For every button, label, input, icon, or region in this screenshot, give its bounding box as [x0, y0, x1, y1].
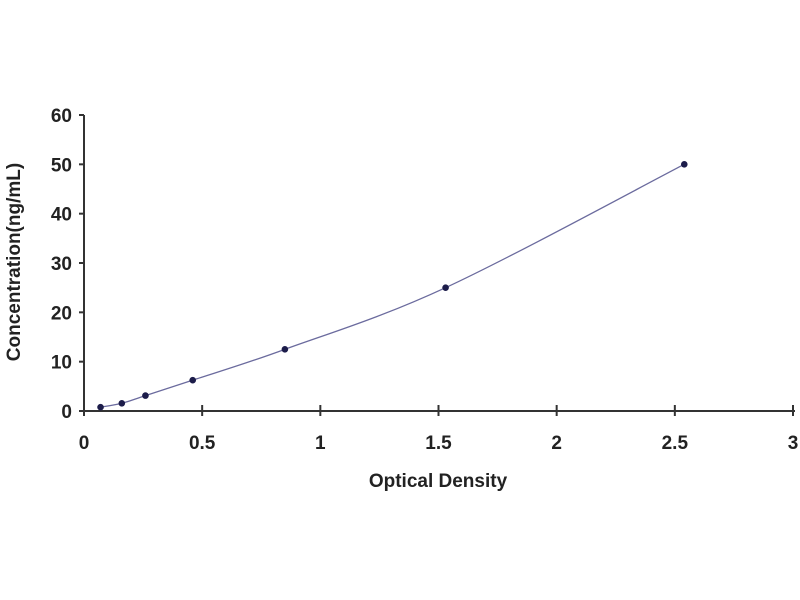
x-tick-label: 1.5: [425, 433, 452, 454]
axes: [79, 114, 795, 416]
y-tick-label: 40: [51, 205, 72, 226]
data-point: [118, 400, 126, 407]
fit-curve: [100, 163, 685, 408]
y-axis-label: Concentration(ng/mL): [4, 163, 25, 361]
y-tick-label: 10: [51, 353, 72, 374]
data-point: [189, 376, 197, 384]
x-tick-label: 0: [79, 433, 90, 454]
x-tick-label: 0.5: [189, 433, 216, 454]
x-axis-label: Optical Density: [369, 471, 508, 492]
data-points: [97, 161, 688, 411]
x-tick-label: 2: [551, 433, 562, 454]
y-tick-label: 20: [51, 303, 72, 324]
x-tick-label: 3: [788, 433, 799, 454]
data-point: [281, 346, 289, 353]
data-point: [97, 403, 104, 411]
data-point: [680, 161, 688, 168]
y-tick-label: 50: [51, 155, 72, 176]
x-tick-label: 2.5: [662, 433, 689, 454]
data-point: [142, 392, 149, 399]
y-tick-label: 60: [51, 106, 72, 127]
y-tick-label: 0: [61, 402, 72, 423]
y-tick-label: 30: [51, 254, 72, 275]
tick-labels: 0 10 20 30 40 50 60 0 0.5 1 1.5 2 2.5 3: [51, 106, 798, 454]
x-tick-label: 1: [315, 433, 326, 454]
data-point: [442, 284, 449, 291]
